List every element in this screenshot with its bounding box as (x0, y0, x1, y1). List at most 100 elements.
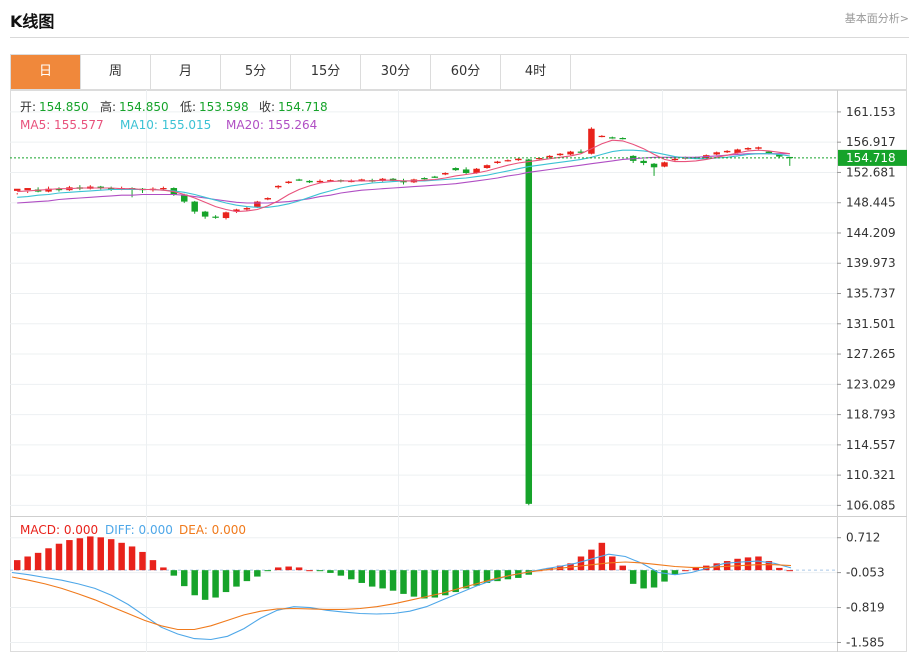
candle-body-49 (525, 159, 533, 504)
candle-body-58 (619, 138, 626, 140)
candle-body-28 (306, 180, 313, 183)
candle-body-1 (24, 188, 31, 191)
macd-bar-74 (786, 570, 794, 572)
tab-1[interactable]: 周 (81, 55, 151, 89)
macd-bar-37 (400, 570, 407, 594)
high-label: 高: (100, 99, 116, 114)
page-title: K线图 (10, 12, 55, 31)
macd-label: MACD: 0.000 (20, 523, 98, 537)
candle-body-9 (107, 188, 115, 190)
macd-bar-72 (765, 561, 773, 571)
candle-body-48 (515, 158, 522, 161)
macd-bar-36 (389, 570, 397, 591)
price-tick-label-8: 127.265 (846, 347, 896, 361)
macd-bar-43 (462, 570, 470, 589)
macd-bar-57 (609, 556, 616, 571)
ohlc-readout: 开: 154.850 高: 154.850 低: 153.598 收: 154.… (20, 99, 328, 114)
macd-bar-30 (327, 570, 334, 573)
macd-bar-1 (24, 556, 31, 571)
low-label: 低: (180, 100, 196, 114)
fundamental-analysis-link[interactable]: 基本面分析> (844, 12, 909, 25)
price-tick-label-3: 148.445 (846, 196, 896, 210)
diff-label: DIFF: 0.000 (105, 523, 173, 537)
tab-5[interactable]: 30分 (361, 55, 431, 89)
macd-tick-label-2: -0.819 (846, 601, 885, 615)
candle-body-50 (535, 158, 543, 160)
macd-bar-61 (650, 570, 658, 588)
candle-body-42 (452, 168, 459, 171)
macd-bar-60 (640, 570, 647, 589)
macd-bar-5 (66, 540, 73, 571)
macd-bar-63 (671, 570, 679, 575)
candle-body-29 (316, 180, 324, 183)
macd-bar-4 (55, 543, 63, 571)
kline-chart-svg: 161.153 156.917 152.681 148.445 144.209 139.9… (10, 90, 907, 652)
tab-2[interactable]: 月 (151, 55, 221, 89)
high-value: 154.850 (119, 100, 169, 114)
macd-bar-11 (128, 546, 136, 571)
candle-body-57 (609, 137, 616, 139)
close-value: 154.718 (278, 100, 328, 114)
low-value: 153.598 (199, 100, 249, 114)
price-tick-label-6: 135.737 (846, 287, 896, 301)
macd-bar-68 (723, 561, 731, 571)
candle-body-24 (264, 198, 272, 200)
macd-bar-38 (410, 570, 418, 597)
candle-body-41 (442, 173, 449, 175)
macd-bar-35 (379, 570, 386, 589)
current-price-label: 154.718 (846, 151, 896, 165)
tab-3[interactable]: 5分 (221, 55, 291, 89)
candle-body-62 (661, 162, 668, 167)
macd-bar-18 (201, 570, 209, 600)
candle-body-51 (546, 155, 553, 158)
price-tick-label-12: 110.321 (846, 468, 896, 482)
candle-body-72 (765, 151, 773, 154)
macd-bar-2 (34, 552, 42, 571)
macd-bar-59 (629, 570, 637, 584)
candle-body-30 (327, 180, 334, 182)
price-tick-label-4: 144.209 (846, 226, 896, 240)
macd-bar-73 (776, 567, 783, 571)
candle-body-52 (556, 153, 564, 156)
current-price-badge (838, 149, 907, 166)
macd-bar-64 (682, 570, 689, 572)
macd-bar-13 (149, 560, 157, 571)
dea-label: DEA: 0.000 (179, 523, 246, 537)
price-tick-label-5: 139.973 (846, 256, 896, 270)
macd-bar-6 (76, 538, 84, 571)
macd-bar-45 (483, 570, 491, 583)
tab-0[interactable]: 日 (11, 55, 81, 89)
macd-bar-70 (744, 557, 752, 571)
period-tabs: 日周月 5分 15分 30分 60分 4时 (10, 54, 907, 90)
tab-6[interactable]: 60分 (431, 55, 501, 89)
price-tick-label-7: 131.501 (846, 317, 896, 331)
macd-bar-44 (473, 570, 480, 586)
ma5-label: MA5: 155.577 (20, 118, 104, 132)
macd-readout: MACD: 0.000 DIFF: 0.000 DEA: 0.000 (20, 523, 246, 537)
candle-body-21 (233, 209, 240, 212)
dea-line (11, 561, 792, 631)
macd-bar-65 (692, 567, 700, 571)
macd-bar-17 (191, 570, 198, 596)
diff-line (11, 553, 792, 641)
price-tick-label-10: 118.793 (846, 408, 896, 422)
macd-bar-25 (274, 567, 282, 571)
macd-bar-7 (87, 536, 94, 571)
tab-4[interactable]: 15分 (291, 55, 361, 89)
macd-bar-20 (222, 570, 230, 593)
candle-body-16 (181, 194, 188, 202)
macd-tick-label-0: 0.712 (846, 531, 880, 545)
candle-body-54 (577, 151, 585, 153)
candle-body-56 (598, 135, 606, 138)
macd-bar-14 (160, 567, 167, 571)
macd-bar-24 (264, 570, 272, 572)
candle-body-68 (723, 150, 731, 153)
candle-body-63 (671, 158, 679, 161)
candle-body-26 (285, 181, 292, 184)
macd-bar-39 (421, 570, 428, 599)
candle-body-33 (358, 179, 365, 181)
tab-7[interactable]: 4时 (501, 55, 571, 89)
macd-tick-label-1: -0.053 (846, 566, 885, 580)
candle-body-37 (400, 180, 407, 183)
macd-bar-22 (243, 570, 251, 582)
